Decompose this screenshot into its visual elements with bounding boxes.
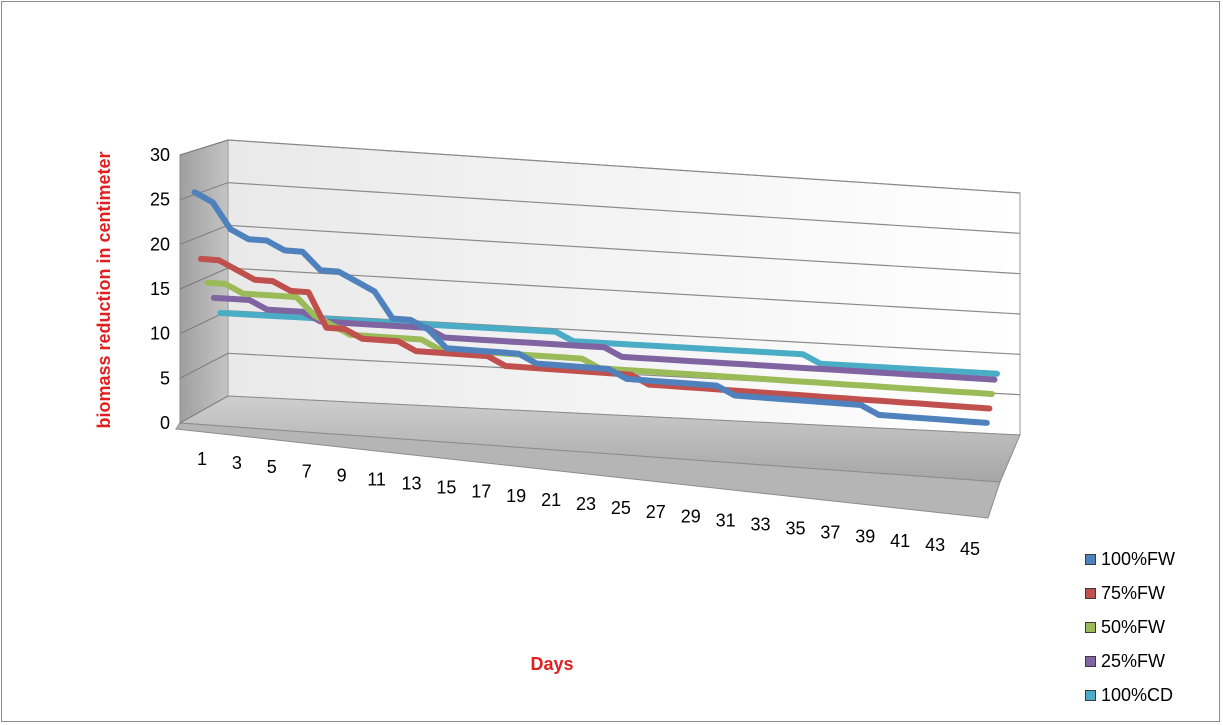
gridline-side bbox=[179, 139, 229, 156]
x-tick-label: 21 bbox=[541, 490, 561, 510]
legend-label: 100%CD bbox=[1101, 684, 1174, 705]
legend: 100%FW 75%FW 50%FW 25%FW 100%CD bbox=[1085, 542, 1215, 712]
gridline bbox=[227, 224, 1021, 275]
legend-item: 100%CD bbox=[1085, 678, 1215, 712]
x-tick-label: 13 bbox=[401, 474, 421, 494]
gridline-side bbox=[179, 182, 229, 201]
y-tick-label: 0 bbox=[160, 413, 170, 433]
floor-edge bbox=[175, 422, 1001, 519]
legend-item: 75%FW bbox=[1085, 576, 1215, 610]
y-tick-label: 10 bbox=[150, 324, 170, 344]
x-tick-label: 41 bbox=[890, 531, 910, 551]
legend-item: 50%FW bbox=[1085, 610, 1215, 644]
x-tick-label: 19 bbox=[506, 486, 526, 506]
legend-swatch bbox=[1085, 587, 1096, 599]
series-line-25pctfw bbox=[210, 294, 998, 383]
legend-label: 100%FW bbox=[1101, 548, 1176, 569]
x-tick-label: 25 bbox=[611, 498, 631, 518]
x-tick-label: 1 bbox=[197, 449, 207, 469]
gridline-side bbox=[179, 224, 229, 245]
x-tick-label: 7 bbox=[302, 461, 312, 481]
gridline bbox=[227, 267, 1021, 315]
x-tick-label: 45 bbox=[960, 539, 980, 559]
x-tick-label: 11 bbox=[367, 469, 386, 489]
legend-label: 75%FW bbox=[1101, 582, 1166, 603]
legend-swatch bbox=[1085, 553, 1096, 565]
y-axis-title: biomass reduction in centimeter bbox=[94, 151, 114, 428]
y-tick-label: 25 bbox=[150, 190, 170, 210]
series-layer bbox=[191, 189, 1000, 426]
x-tick-label: 27 bbox=[646, 502, 666, 522]
series-line-75pctfw bbox=[198, 255, 993, 412]
legend-label: 50%FW bbox=[1101, 616, 1166, 637]
legend-swatch bbox=[1085, 621, 1096, 633]
x-tick-label: 35 bbox=[785, 519, 805, 539]
legend-item: 25%FW bbox=[1085, 644, 1215, 678]
x-tick-label: 23 bbox=[576, 494, 596, 514]
legend-label: 25%FW bbox=[1101, 650, 1166, 671]
x-tick-label: 43 bbox=[925, 535, 945, 555]
x-tick-label: 31 bbox=[716, 510, 736, 530]
legend-swatch bbox=[1085, 689, 1096, 701]
x-tick-label: 37 bbox=[820, 523, 840, 543]
gridline bbox=[227, 139, 1021, 194]
legend-swatch bbox=[1085, 655, 1096, 667]
y-tick-label: 30 bbox=[150, 145, 170, 165]
x-tick-label: 39 bbox=[855, 527, 875, 547]
x-tick-label: 29 bbox=[681, 506, 701, 526]
y-axis-ticks: 0 5 10 15 20 25 30 bbox=[150, 145, 170, 433]
y-tick-label: 5 bbox=[160, 368, 170, 388]
x-tick-label: 15 bbox=[436, 478, 456, 498]
x-axis-title: Days bbox=[530, 654, 573, 674]
gridline-side bbox=[179, 352, 229, 379]
y-tick-label: 15 bbox=[150, 279, 170, 299]
y-tick-label: 20 bbox=[150, 234, 170, 254]
x-tick-label: 33 bbox=[751, 514, 771, 534]
gridline bbox=[227, 182, 1021, 234]
x-axis-ticks: 1 3 5 7 9 11 13 15 17 19 21 23 25 27 29 31 33 35 37 39 41 43 4… bbox=[197, 449, 980, 559]
x-tick-label: 5 bbox=[267, 457, 277, 477]
gridline-side bbox=[179, 395, 229, 424]
x-tick-label: 3 bbox=[232, 453, 242, 473]
x-tick-label: 9 bbox=[337, 465, 347, 485]
series-line-100pctfw bbox=[191, 189, 990, 426]
gridline-side bbox=[179, 267, 229, 290]
x-tick-label: 17 bbox=[471, 482, 491, 502]
legend-item: 100%FW bbox=[1085, 542, 1215, 576]
